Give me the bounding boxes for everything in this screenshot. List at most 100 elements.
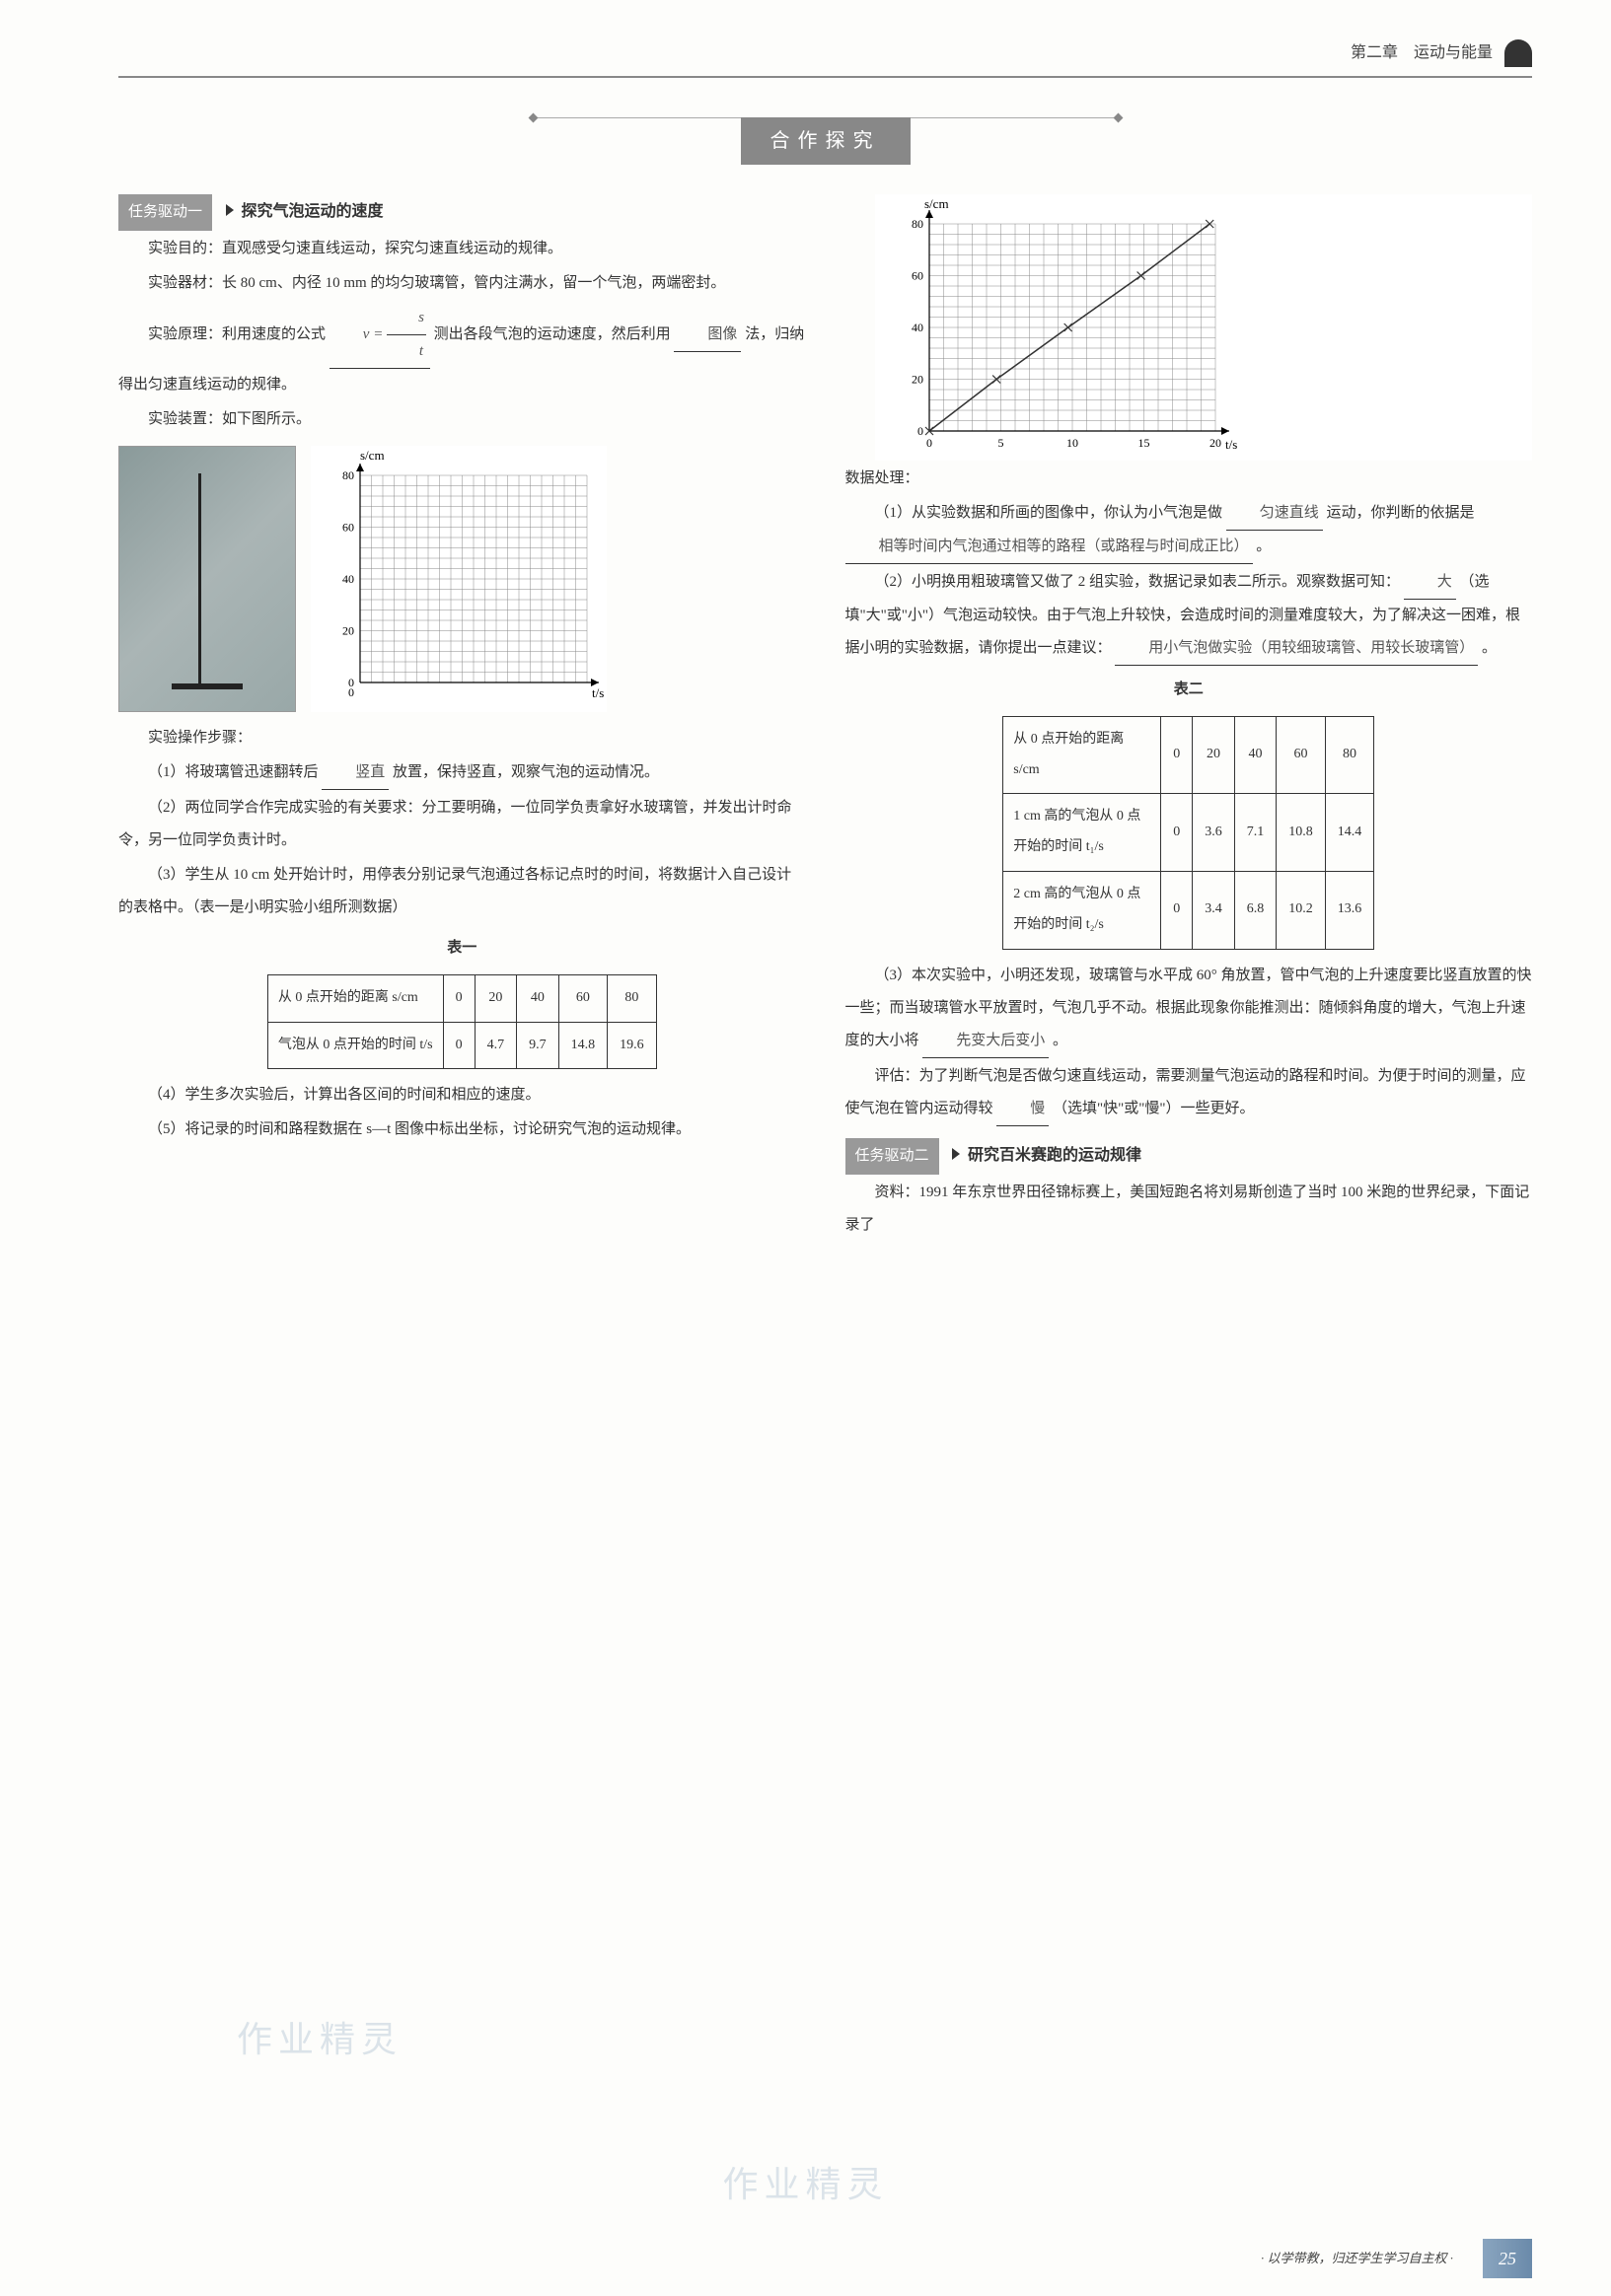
chapter-title: 运动与能量 xyxy=(1414,44,1493,61)
eval-blank[interactable]: 慢 xyxy=(996,1093,1049,1126)
t1-t3: 14.8 xyxy=(558,1022,608,1069)
purpose-text: 直观感受匀速直线运动，探究匀速直线运动的规律。 xyxy=(222,241,562,256)
purpose-para: 实验目的：直观感受匀速直线运动，探究匀速直线运动的规律。 xyxy=(118,233,806,265)
t2-t1-2: 7.1 xyxy=(1234,794,1277,872)
t2-t2-4: 13.6 xyxy=(1325,871,1374,949)
blank-chart: s/cm 0204060800 t/s xyxy=(311,446,607,712)
q1: （1）从实验数据和所画的图像中，你认为小气泡是做 匀速直线 运动，你判断的依据是… xyxy=(845,497,1533,564)
svg-text:60: 60 xyxy=(912,268,923,282)
step5: （5）将记录的时间和路程数据在 s—t 图像中标出坐标，讨论研究气泡的运动规律。 xyxy=(118,1113,806,1146)
triangle-icon xyxy=(226,204,234,216)
step1-a: （1）将玻璃管迅速翻转后 xyxy=(148,764,319,780)
t2-d4: 80 xyxy=(1325,716,1374,794)
left-column: 任务驱动一 探究气泡运动的速度 实验目的：直观感受匀速直线运动，探究匀速直线运动… xyxy=(118,194,806,1244)
table1: 从 0 点开始的距离 s/cm 0 20 40 60 80 气泡从 0 点开始的… xyxy=(267,974,657,1070)
t2-t2-3: 10.2 xyxy=(1277,871,1326,949)
principle-para: 实验原理：利用速度的公式 v = st 测出各段气泡的运动速度，然后利用 图像 … xyxy=(118,302,806,401)
step4: （4）学生多次实验后，计算出各区间的时间和相应的速度。 xyxy=(118,1079,806,1112)
step1-blank[interactable]: 竖直 xyxy=(322,756,389,790)
q2-blank1[interactable]: 大 xyxy=(1404,566,1456,600)
task2-tag: 任务驱动二 xyxy=(845,1138,939,1175)
q1-blank2[interactable]: 相等时间内气泡通过相等的路程（或路程与时间成正比） xyxy=(845,531,1253,564)
t2-d3: 60 xyxy=(1277,716,1326,794)
t2-r3-header: 2 cm 高的气泡从 0 点开始的时间 t₂/s xyxy=(1003,871,1161,949)
q1-blank1[interactable]: 匀速直线 xyxy=(1226,497,1323,531)
t1-t1: 4.7 xyxy=(475,1022,517,1069)
t1-r1-header: 从 0 点开始的距离 s/cm xyxy=(267,974,443,1022)
svg-text:60: 60 xyxy=(342,520,354,534)
x-axis-label: t/s xyxy=(592,685,604,700)
t1-t0: 0 xyxy=(443,1022,475,1069)
t1-t4: 19.6 xyxy=(608,1022,657,1069)
t2-d0: 0 xyxy=(1161,716,1193,794)
t2-t2-1: 3.4 xyxy=(1193,871,1235,949)
table-row: 气泡从 0 点开始的时间 t/s 0 4.7 9.7 14.8 19.6 xyxy=(267,1022,656,1069)
t2-t2-2: 6.8 xyxy=(1234,871,1277,949)
task2-body: 资料：1991 年东京世界田径锦标赛上，美国短跑名将刘易斯创造了当时 100 米… xyxy=(845,1177,1533,1242)
q1-a: （1）从实验数据和所画的图像中，你认为小气泡是做 xyxy=(875,505,1223,521)
equip-label: 实验器材： xyxy=(148,275,222,291)
svg-text:20: 20 xyxy=(912,372,923,386)
worksheet-page: 第二章 运动与能量 合作探究 任务驱动一 探究气泡运动的速度 实验目的：直观感受… xyxy=(0,0,1611,2296)
table2-caption: 表二 xyxy=(845,674,1533,706)
table1-caption: 表一 xyxy=(118,932,806,965)
apparatus-photo xyxy=(118,446,296,712)
data-proc-label: 数据处理： xyxy=(845,463,1533,495)
blank-grid-svg: s/cm 0204060800 t/s xyxy=(311,446,607,712)
q3: （3）本次实验中，小明还发现，玻璃管与水平成 60° 角放置，管中气泡的上升速度… xyxy=(845,960,1533,1058)
step2: （2）两位同学合作完成实验的有关要求：分工要明确，一位同学负责拿好水玻璃管，并发… xyxy=(118,792,806,857)
stand-icon xyxy=(198,473,201,684)
q2-c: 。 xyxy=(1482,640,1497,656)
task1-tag: 任务驱动一 xyxy=(118,194,212,231)
y-axis-label: s/cm xyxy=(360,448,385,463)
watermark-2: 作业精灵 xyxy=(722,2153,888,2217)
t1-d4: 80 xyxy=(608,974,657,1022)
t2-t1-1: 3.6 xyxy=(1193,794,1235,872)
page-header: 第二章 运动与能量 xyxy=(118,39,1532,78)
two-column-layout: 任务驱动一 探究气泡运动的速度 实验目的：直观感受匀速直线运动，探究匀速直线运动… xyxy=(118,194,1532,1244)
svg-text:20: 20 xyxy=(342,623,354,637)
table2: 从 0 点开始的距离 s/cm 0 20 40 60 80 1 cm 高的气泡从… xyxy=(1002,716,1374,950)
t1-r2-header: 气泡从 0 点开始的时间 t/s xyxy=(267,1022,443,1069)
formula-blank[interactable]: v = st xyxy=(330,302,430,369)
section-banner: 合作探究 xyxy=(118,117,1532,165)
svg-text:15: 15 xyxy=(1137,436,1149,450)
equip-text: 长 80 cm、内径 10 mm 的均匀玻璃管，管内注满水，留一个气泡，两端密封… xyxy=(222,275,725,291)
svg-text:5: 5 xyxy=(997,436,1003,450)
table-row: 从 0 点开始的距离 s/cm 0 20 40 60 80 xyxy=(1003,716,1374,794)
purpose-label: 实验目的： xyxy=(148,241,222,256)
q1-c: 。 xyxy=(1256,538,1271,554)
svg-text:10: 10 xyxy=(1066,436,1078,450)
svg-text:0: 0 xyxy=(917,424,923,438)
eval-para: 评估：为了判断气泡是否做匀速直线运动，需要测量气泡运动的路程和时间。为便于时间的… xyxy=(845,1060,1533,1126)
q2-blank2[interactable]: 用小气泡做实验（用较细玻璃管、用较长玻璃管） xyxy=(1115,632,1478,666)
svg-text:80: 80 xyxy=(342,468,354,482)
t1-d3: 60 xyxy=(558,974,608,1022)
svg-text:40: 40 xyxy=(912,321,923,334)
t2-d2: 40 xyxy=(1234,716,1277,794)
task2-heading: 任务驱动二 研究百米赛跑的运动规律 xyxy=(845,1138,1533,1175)
svg-text:0: 0 xyxy=(348,685,354,699)
y-axis-label-2: s/cm xyxy=(924,196,949,211)
t1-t2: 9.7 xyxy=(517,1022,559,1069)
method-blank[interactable]: 图像 xyxy=(674,319,741,352)
chapter-number: 第二章 xyxy=(1351,44,1398,61)
svg-text:40: 40 xyxy=(342,572,354,586)
principle-label: 实验原理： xyxy=(148,326,222,342)
q1-b: 运动，你判断的依据是 xyxy=(1327,505,1475,521)
t2-t1-0: 0 xyxy=(1161,794,1193,872)
eval-label: 评估： xyxy=(875,1068,919,1084)
page-number: 25 xyxy=(1483,2239,1532,2278)
svg-text:20: 20 xyxy=(1209,436,1221,450)
line-chart-svg: s/cm 02040608005101520 t/s xyxy=(875,194,1250,461)
eval-b: （选填"快"或"慢"）一些更好。 xyxy=(1053,1101,1255,1116)
step3: （3）学生从 10 cm 处开始计时，用停表分别记录气泡通过各标记点时的时间，将… xyxy=(118,859,806,924)
t2-r1-header: 从 0 点开始的距离 s/cm xyxy=(1003,716,1161,794)
step1: （1）将玻璃管迅速翻转后 竖直 放置，保持竖直，观察气泡的运动情况。 xyxy=(118,756,806,790)
svg-text:80: 80 xyxy=(912,217,923,231)
banner-label: 合作探究 xyxy=(741,117,911,165)
figure-row: s/cm 0204060800 t/s xyxy=(118,446,806,712)
q3-blank[interactable]: 先变大后变小 xyxy=(922,1025,1049,1058)
page-footer: · 以学带教，归还学生学习自主权 · 25 xyxy=(118,2241,1532,2276)
base-icon xyxy=(172,683,242,689)
